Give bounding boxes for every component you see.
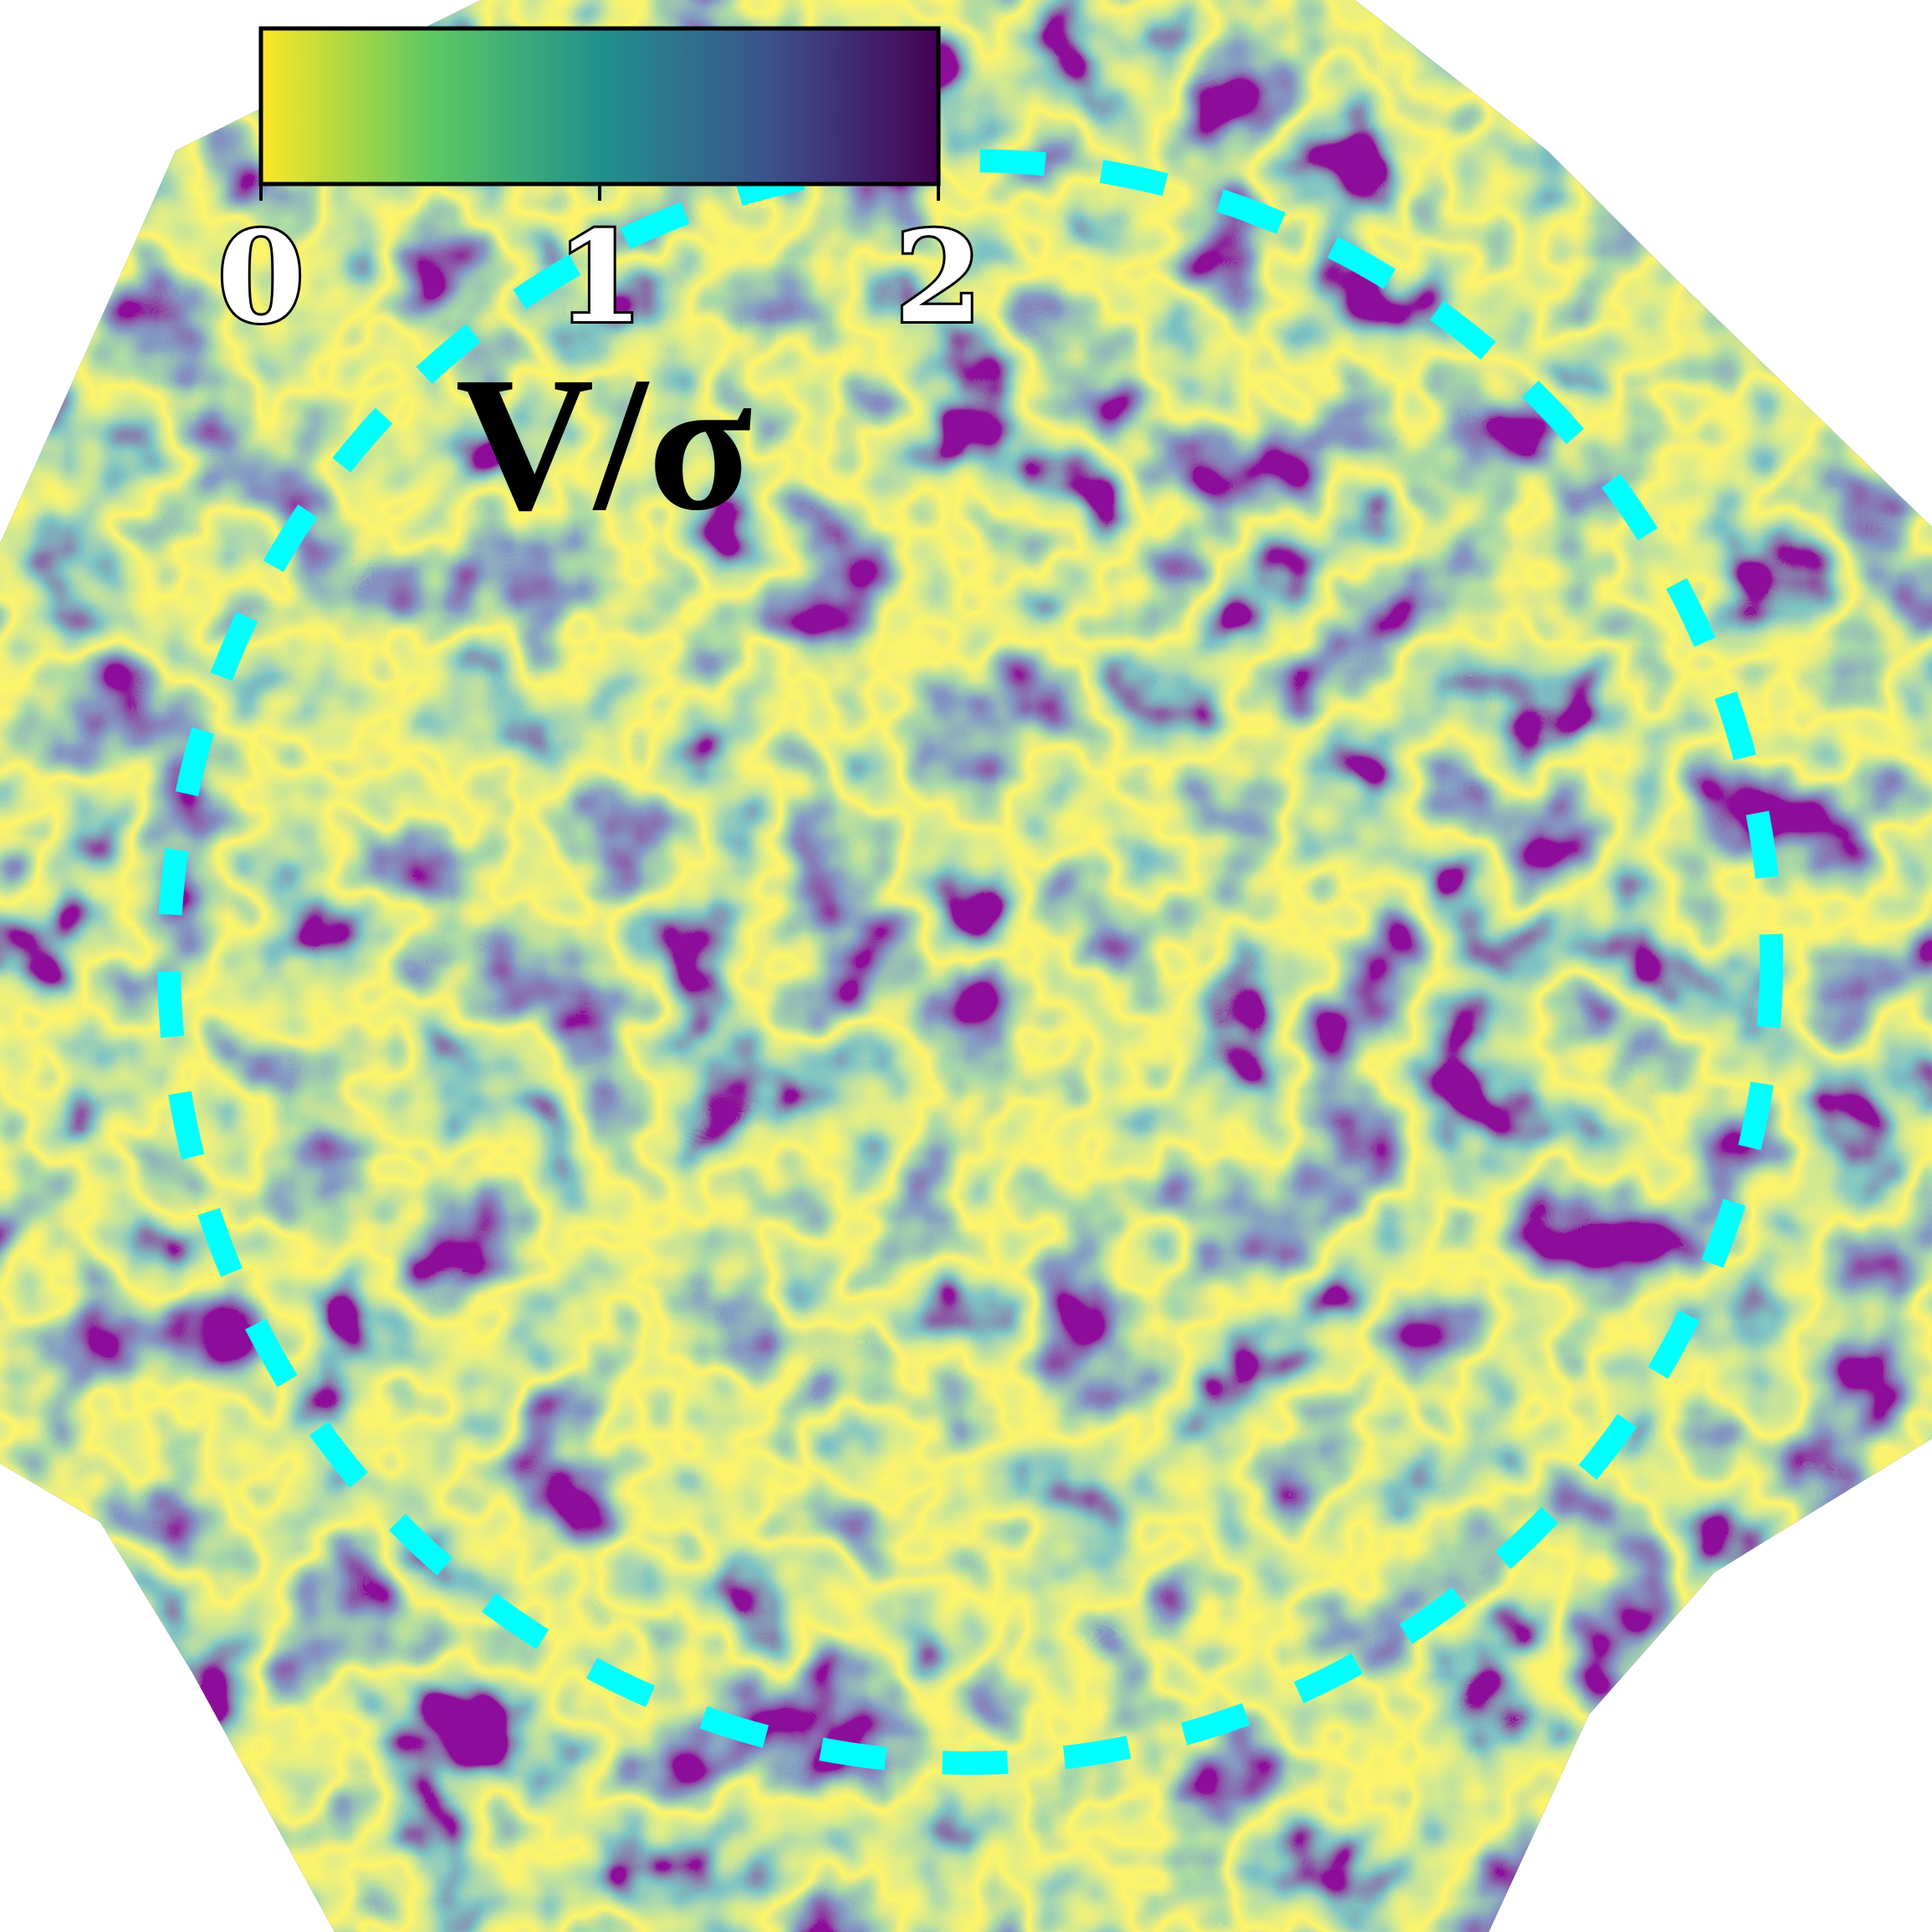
colorbar-tick-label: 0 bbox=[217, 204, 304, 351]
colorbar-label: V/σ bbox=[455, 337, 752, 550]
colorbar-tick-label: 1 bbox=[556, 204, 643, 351]
colorbar bbox=[258, 26, 941, 201]
colorbar-tick-label: 2 bbox=[895, 204, 982, 351]
colorbar-bar bbox=[258, 26, 941, 187]
aperture-circle bbox=[157, 149, 1783, 1775]
